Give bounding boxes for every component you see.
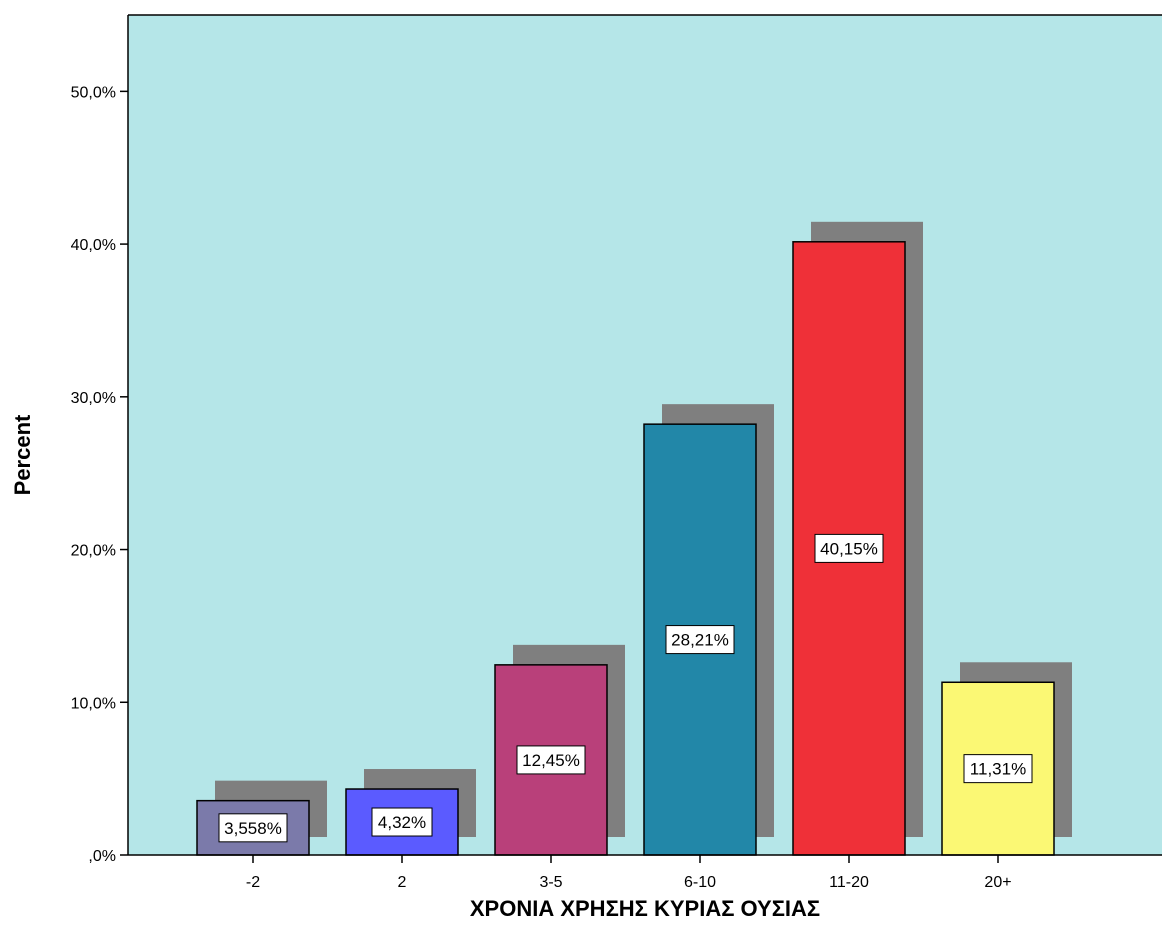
data-label: 11,31% [963, 754, 1033, 784]
data-label-box [814, 533, 884, 563]
x-axis-ticks: -2 2 3-5 6-10 11-20 20+ [246, 855, 1012, 891]
data-label: 4,32% [371, 807, 433, 837]
x-tick-label: 20+ [984, 874, 1011, 891]
y-axis-title: Percent [10, 414, 35, 495]
data-labels: 3,558% 4,32% 12,45% 28,21% 40,15% 11,31% [218, 533, 1033, 843]
y-axis-ticks: ,0% 10,0% 20,0% 30,0% 40,0% 50,0% [71, 84, 128, 865]
y-tick-label: 20,0% [71, 543, 116, 560]
data-label-text: 40,15% [820, 539, 878, 558]
data-label-text: 11,31% [970, 760, 1026, 779]
x-tick-label: 6-10 [684, 874, 716, 891]
x-tick-label: 3-5 [539, 874, 562, 891]
data-label: 12,45% [516, 745, 586, 775]
y-tick-label: ,0% [88, 848, 116, 865]
y-tick-label: 50,0% [71, 84, 116, 101]
data-label: 3,558% [218, 813, 288, 843]
data-label-box [371, 807, 433, 837]
x-tick-label: 11-20 [829, 874, 869, 891]
data-label-box [218, 813, 288, 843]
data-label-text: 12,45% [522, 751, 580, 770]
y-tick-label: 30,0% [71, 390, 116, 407]
data-label-text: 3,558% [224, 819, 282, 838]
x-tick-label: 2 [398, 874, 407, 891]
y-tick-label: 10,0% [71, 695, 116, 712]
data-label: 40,15% [814, 533, 884, 563]
x-tick-label: -2 [246, 874, 260, 891]
data-label-box [665, 625, 735, 655]
data-label-text: 28,21% [671, 631, 729, 650]
data-label: 28,21% [665, 625, 735, 655]
data-label-box [516, 745, 586, 775]
y-tick-label: 40,0% [71, 237, 116, 254]
x-axis-title: ΧΡΟΝΙΑ ΧΡΗΣΗΣ ΚΥΡΙΑΣ ΟΥΣΙΑΣ [470, 896, 820, 921]
data-label-box [963, 754, 1033, 784]
data-label-text: 4,32% [378, 813, 426, 832]
